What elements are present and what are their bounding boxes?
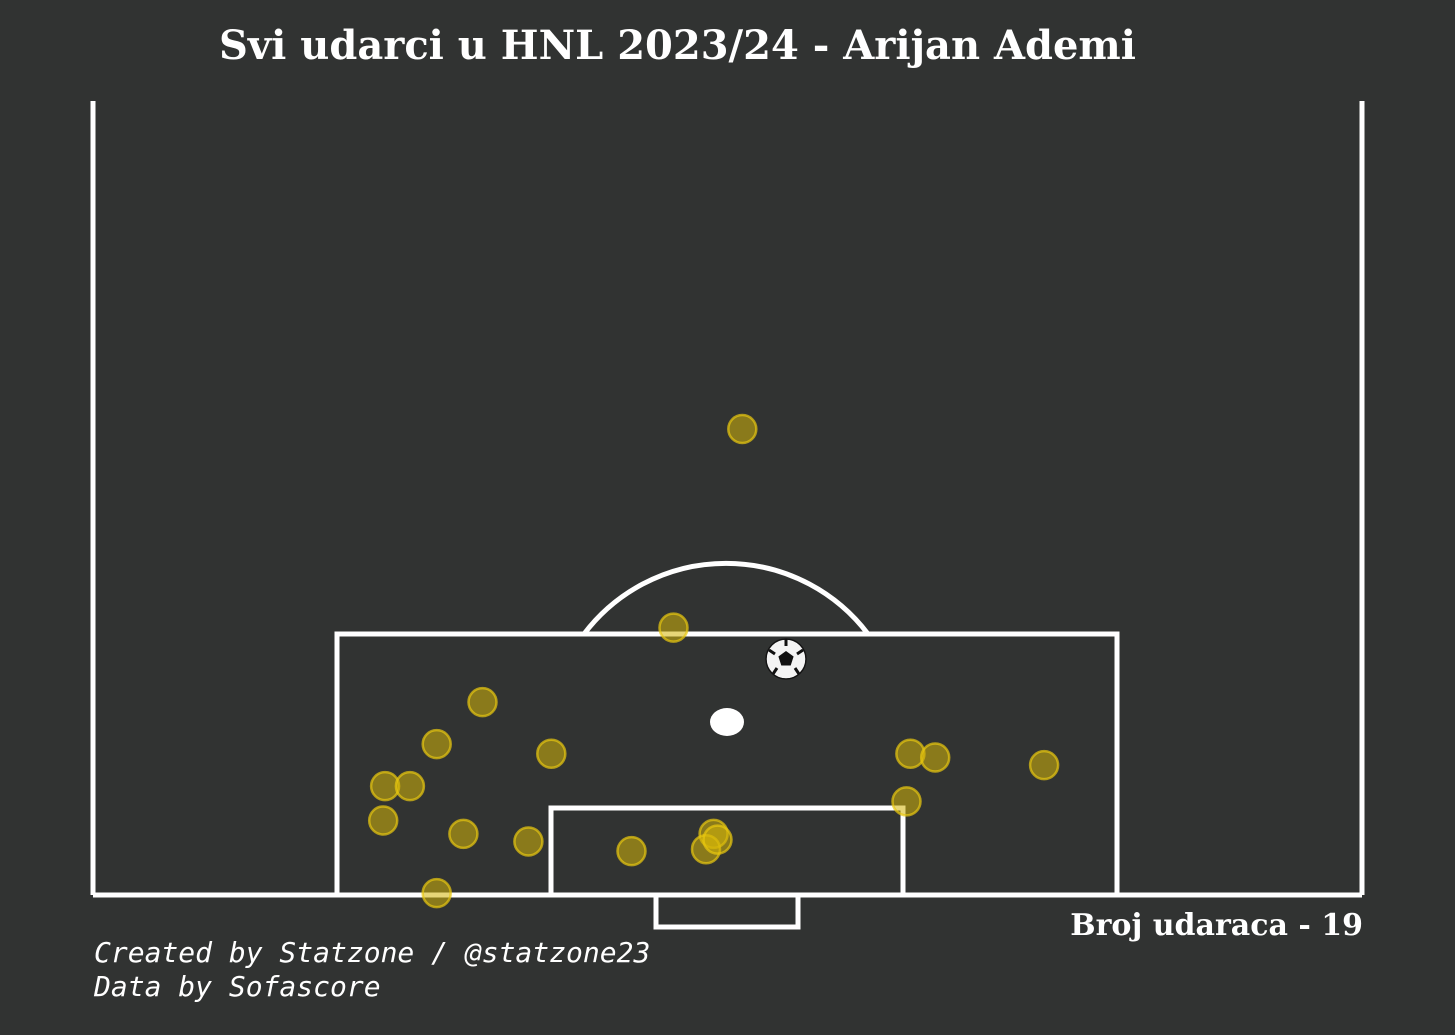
- shot-marker: [895, 738, 926, 769]
- credit-data-source: Data by Sofascore: [94, 970, 381, 1003]
- shot-marker: [536, 738, 567, 769]
- shot-marker: [421, 728, 452, 760]
- shot-marker: [421, 877, 452, 909]
- shot-marker: [467, 686, 498, 718]
- shot-marker: [919, 742, 951, 773]
- shot-marker: [1028, 749, 1060, 781]
- shot-marker: [727, 413, 758, 445]
- goal: [653, 892, 801, 930]
- shot-marker: [448, 818, 479, 850]
- credit-created-by: Created by Statzone / @statzone23: [94, 936, 651, 969]
- shot-marker: [616, 835, 647, 867]
- shots-layer: [367, 413, 1060, 909]
- penalty-area: [334, 631, 1120, 898]
- chart-title: Svi udarci u HNL 2023/24 - Arijan Ademi: [219, 22, 1136, 69]
- soccer-ball-icon: [765, 638, 807, 680]
- penalty-arc: [582, 560, 870, 636]
- shot-marker: [513, 826, 544, 857]
- shot-marker: [658, 612, 689, 643]
- shot-marker: [891, 786, 922, 817]
- shot-marker: [394, 770, 426, 802]
- shot-marker: [367, 805, 399, 836]
- shot-count-label: Broj udaraca - 19: [1070, 908, 1363, 943]
- shot-marker: [702, 824, 733, 855]
- penalty-spot: [710, 708, 744, 736]
